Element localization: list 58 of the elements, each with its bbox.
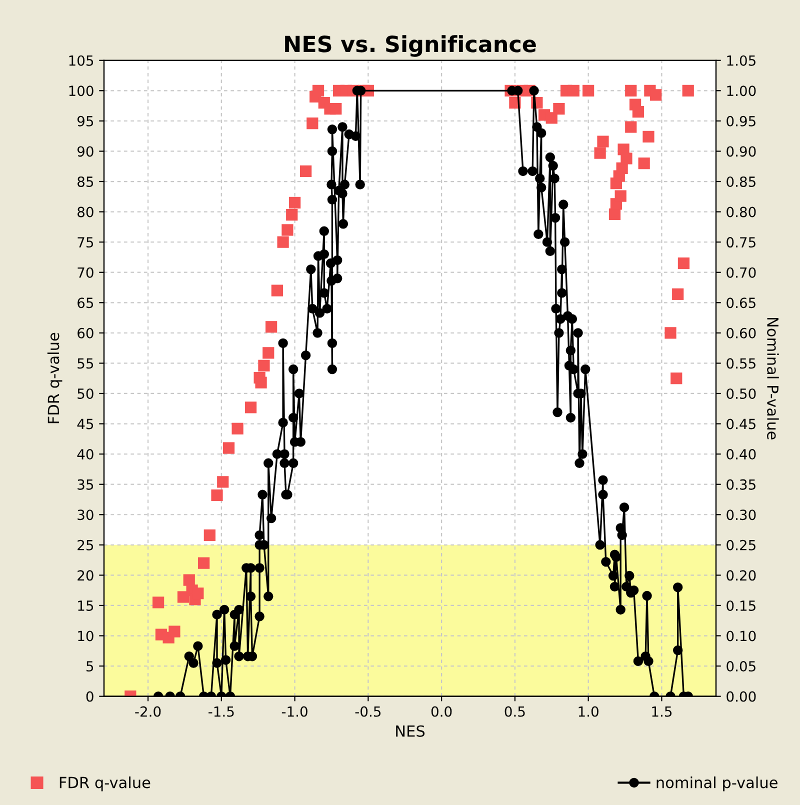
y-tick-label: 85 (78, 176, 94, 187)
x-axis-title: NES (396, 725, 425, 737)
y2-tick-label: 0.55 (726, 358, 756, 369)
legend-label: nominal p-value (656, 776, 778, 792)
y2-tick-label: 0.15 (726, 600, 756, 611)
y-tick-label: 0 (86, 691, 94, 702)
x-tick-label: -1.5 (208, 706, 234, 717)
y2-tick-label: 0.25 (726, 540, 756, 550)
y-tick-label: 100 (69, 86, 94, 96)
y2-tick-label: 0.75 (726, 237, 756, 248)
x-tick-label: -1.0 (282, 706, 308, 717)
y-tick-label: 45 (77, 418, 94, 430)
y2-tick-label: 0.30 (726, 510, 756, 520)
chart-title: NES vs. Significance (285, 35, 536, 57)
x-tick-label: -0.5 (355, 706, 381, 717)
y2-tick-label: 0.65 (726, 298, 756, 308)
legend-label: FDR q-value (60, 776, 150, 792)
y2-tick-label: 0.90 (726, 146, 756, 157)
y-tick-label: 80 (78, 206, 94, 218)
y-tick-label: 75 (78, 237, 94, 248)
y-tick-label: 90 (77, 146, 94, 157)
y-tick-label: 30 (78, 510, 94, 520)
x-tick-label: 0.5 (504, 706, 525, 717)
y-tick-label: 50 (78, 388, 94, 399)
y2-tick-label: 0.35 (726, 479, 756, 490)
y-tick-label: 35 (78, 479, 94, 490)
x-tick-label: 1.0 (578, 706, 598, 717)
y2-tick-label: 0.45 (726, 418, 756, 430)
y2-tick-label: 0.05 (726, 661, 756, 672)
y-tick-label: 60 (78, 328, 94, 338)
y2-tick-label: 0.00 (726, 691, 756, 702)
x-tick-label: 1.5 (652, 706, 672, 717)
y-tick-label: 5 (86, 661, 94, 672)
y2-tick-label: 0.10 (726, 630, 756, 642)
y-tick-label: 65 (78, 298, 94, 308)
y2-tick-label: 0.50 (726, 388, 756, 399)
y2-tick-label: 0.80 (726, 206, 756, 218)
y2-tick-label: 1.05 (727, 55, 756, 66)
y2-tick-label: 0.40 (726, 449, 756, 460)
y-tick-label: 40 (77, 449, 94, 460)
y-tick-label: 105 (69, 55, 94, 66)
y-tick-label: 20 (78, 570, 94, 581)
y2-tick-label: 1.00 (727, 86, 756, 96)
y-axis-title: FDR q-value (47, 332, 62, 424)
y-tick-label: 70 (78, 267, 94, 278)
x-tick-label: -2.0 (135, 706, 161, 717)
y-tick-label: 10 (78, 630, 94, 642)
y-tick-label: 15 (78, 600, 94, 611)
y-tick-label: 55 (78, 358, 94, 369)
y2-tick-label: 0.60 (726, 328, 756, 338)
y2-axis-title: Nominal P-value (767, 318, 779, 440)
x-tick-label: 0.0 (431, 706, 452, 717)
y2-tick-label: 0.20 (726, 570, 756, 581)
y2-tick-label: 0.85 (726, 176, 756, 187)
y2-tick-label: 0.95 (726, 116, 756, 126)
y2-tick-label: 0.70 (726, 267, 756, 278)
y-tick-label: 25 (78, 540, 94, 550)
y-tick-label: 95 (77, 116, 94, 126)
